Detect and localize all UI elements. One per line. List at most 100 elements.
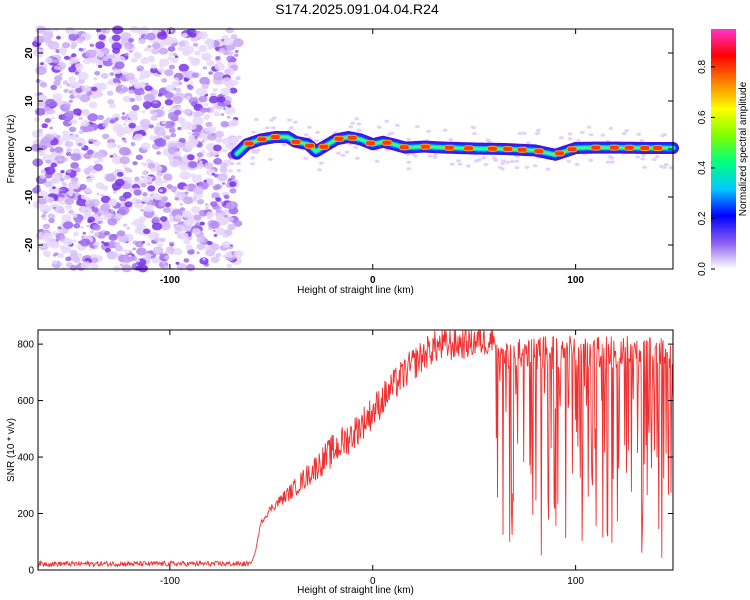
noise-blob: [44, 118, 51, 123]
noise-blob: [157, 242, 164, 248]
noise-blob: [222, 233, 228, 238]
noise-blob: [207, 245, 211, 248]
noise-blob: [94, 246, 99, 250]
noise-blob: [150, 67, 158, 74]
noise-blob: [210, 243, 220, 251]
noise-blob: [132, 218, 144, 227]
noise-blob: [109, 138, 113, 141]
noise-blob: [159, 64, 164, 68]
ridge-halo-blob: [575, 139, 581, 143]
noise-blob: [87, 149, 94, 155]
noise-blob: [135, 95, 143, 102]
noise-blob: [170, 122, 174, 125]
noise-blob: [164, 69, 174, 77]
ridge-halo-blob: [376, 125, 382, 129]
noise-blob: [233, 250, 244, 258]
noise-blob: [168, 52, 174, 57]
noise-blob: [222, 241, 231, 248]
noise-blob: [107, 218, 118, 226]
noise-blob: [97, 114, 104, 121]
noise-blob: [163, 265, 169, 269]
noise-blob: [134, 176, 140, 181]
noise-blob: [61, 134, 71, 142]
noise-blob: [45, 159, 51, 164]
noise-blob: [121, 115, 127, 121]
noise-blob: [179, 163, 189, 171]
noise-blob: [70, 211, 76, 216]
ridge-halo-blob: [354, 117, 360, 121]
noise-blob: [199, 76, 210, 85]
noise-blob: [179, 203, 184, 206]
ridge-hotspot: [333, 135, 345, 142]
noise-blob: [106, 90, 114, 96]
noise-blob: [42, 31, 54, 40]
noise-blob: [151, 222, 163, 231]
noise-blob: [123, 139, 127, 143]
noise-blob: [190, 58, 201, 67]
noise-blob: [114, 241, 121, 247]
noise-blob: [121, 112, 126, 115]
ridge-halo-blob: [384, 119, 390, 123]
colorbar-tick-label: 0.8: [697, 60, 708, 74]
ridge-halo-blob: [306, 125, 312, 129]
noise-blob: [48, 217, 55, 224]
noise-blob: [52, 58, 60, 64]
noise-blob: [72, 239, 77, 243]
noise-blob: [233, 220, 243, 227]
noise-blob: [135, 241, 144, 248]
snr-plot-area: [38, 330, 673, 570]
noise-blob: [63, 174, 71, 180]
noise-blob: [199, 221, 205, 226]
noise-blob: [52, 93, 63, 101]
ridge-halo-blob: [535, 128, 541, 132]
ridge-halo-blob: [668, 166, 674, 170]
noise-blob: [196, 251, 200, 254]
noise-blob: [234, 53, 239, 57]
noise-blob: [83, 167, 92, 174]
colorbar-gradient: [711, 29, 736, 269]
colorbar-label: Normalized spectral amplitude: [738, 81, 749, 216]
noise-blob: [52, 132, 57, 136]
noise-blob: [159, 216, 168, 222]
noise-blob: [42, 232, 53, 242]
noise-blob: [56, 252, 65, 259]
noise-blob: [69, 264, 78, 271]
snr-panel: -100 0 100 0 200 400 600 800 Height of straight…: [6, 329, 674, 596]
ridge-halo-blob: [448, 138, 454, 142]
noise-blob: [61, 130, 69, 136]
noise-blob: [100, 203, 111, 212]
noise-blob: [189, 32, 197, 38]
noise-blob: [191, 72, 199, 78]
noise-blob: [85, 172, 90, 175]
noise-blob: [51, 116, 55, 120]
noise-blob: [63, 80, 68, 85]
noise-blob: [70, 162, 79, 169]
ridge-hotspot: [256, 136, 268, 143]
noise-blob: [164, 92, 173, 99]
noise-blob: [95, 182, 105, 190]
noise-blob: [135, 265, 142, 271]
noise-blob: [196, 198, 205, 205]
ridge-halo-blob: [250, 156, 255, 160]
noise-blob: [188, 131, 192, 135]
noise-blob: [116, 144, 122, 149]
noise-blob: [203, 102, 209, 107]
noise-blob: [93, 163, 103, 172]
noise-blob: [73, 231, 80, 237]
noise-blob: [164, 135, 171, 140]
noise-blob: [42, 223, 51, 230]
noise-blob: [59, 245, 65, 250]
noise-blob: [133, 82, 142, 89]
noise-blob: [208, 46, 213, 50]
noise-blob: [64, 204, 73, 210]
noise-blob: [65, 110, 74, 117]
noise-blob: [175, 261, 180, 265]
noise-blob: [166, 184, 173, 190]
noise-blob: [133, 133, 144, 141]
noise-blob: [152, 42, 161, 49]
noise-blob: [142, 196, 150, 203]
spectrogram-x-tick-label: 0: [370, 275, 376, 286]
noise-blob: [73, 223, 81, 229]
ridge-hotspot: [269, 134, 281, 140]
